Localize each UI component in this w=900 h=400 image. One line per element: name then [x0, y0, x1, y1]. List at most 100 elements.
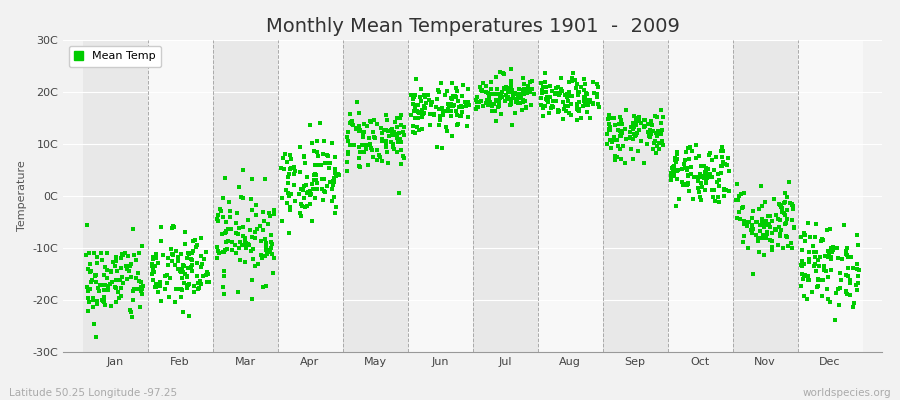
Point	[145, 263, 159, 270]
Point	[564, 101, 579, 107]
Point	[245, 296, 259, 302]
Point	[116, 252, 130, 259]
Point	[840, 244, 854, 251]
Point	[121, 276, 135, 282]
Point	[561, 98, 575, 104]
Point	[634, 120, 649, 126]
Point	[472, 99, 487, 106]
Point	[650, 133, 664, 139]
Point	[407, 108, 421, 114]
Point	[820, 227, 834, 233]
Point	[430, 144, 445, 150]
Point	[785, 217, 799, 224]
Point	[607, 134, 621, 140]
Point	[405, 95, 419, 102]
Point	[469, 106, 483, 112]
Point	[666, 173, 680, 179]
Point	[258, 246, 273, 253]
Point	[524, 102, 538, 108]
Point	[174, 269, 188, 275]
Point	[213, 206, 228, 212]
Point	[353, 149, 367, 155]
Point	[308, 170, 322, 177]
Point	[218, 175, 232, 181]
Point	[324, 186, 338, 192]
Point	[510, 96, 525, 102]
Point	[293, 201, 308, 207]
Point	[503, 88, 517, 95]
Point	[129, 257, 143, 263]
Point	[762, 237, 777, 243]
Point	[94, 249, 108, 256]
Point	[304, 191, 319, 197]
Point	[293, 169, 308, 176]
Point	[500, 94, 515, 100]
Point	[381, 128, 395, 134]
Point	[130, 275, 144, 281]
Point	[780, 207, 795, 214]
Point	[327, 178, 341, 185]
Point	[648, 112, 662, 119]
Point	[652, 128, 666, 134]
Point	[832, 302, 846, 308]
Point	[281, 190, 295, 196]
Point	[97, 299, 112, 305]
Point	[100, 249, 114, 256]
Point	[807, 253, 822, 260]
Point	[809, 268, 824, 274]
Point	[521, 83, 535, 90]
Point	[181, 282, 195, 289]
Point	[619, 107, 634, 114]
Point	[450, 112, 464, 118]
Point	[86, 250, 101, 257]
Point	[695, 183, 709, 190]
Point	[699, 175, 714, 181]
Point	[216, 249, 230, 255]
Point	[194, 253, 209, 259]
Y-axis label: Temperature: Temperature	[17, 161, 27, 231]
Point	[614, 133, 628, 139]
Point	[709, 154, 724, 160]
Point	[224, 247, 238, 254]
Point	[765, 217, 779, 224]
Point	[315, 175, 329, 182]
Point	[610, 143, 625, 149]
Point	[122, 263, 137, 270]
Point	[602, 121, 616, 127]
Point	[90, 301, 104, 307]
Point	[95, 298, 110, 305]
Point	[479, 89, 493, 95]
Point	[310, 180, 325, 186]
Point	[535, 95, 549, 101]
Point	[479, 100, 493, 106]
Point	[236, 223, 250, 230]
Point	[705, 174, 719, 180]
Point	[326, 182, 340, 188]
Point	[555, 99, 570, 105]
Point	[627, 131, 642, 137]
Point	[379, 112, 393, 118]
Point	[669, 158, 683, 165]
Point	[572, 106, 587, 112]
Point	[283, 192, 297, 199]
Point	[678, 157, 692, 164]
Point	[794, 283, 808, 289]
Point	[423, 122, 437, 128]
Point	[332, 172, 347, 178]
Point	[299, 182, 313, 188]
Point	[842, 291, 857, 298]
Point	[320, 160, 335, 166]
Point	[436, 108, 450, 114]
Point	[180, 284, 194, 290]
Point	[256, 227, 271, 233]
Point	[782, 179, 796, 185]
Point	[396, 124, 410, 130]
Point	[191, 280, 205, 286]
Point	[698, 176, 713, 182]
Point	[341, 138, 356, 144]
Point	[211, 248, 225, 254]
Point	[277, 166, 292, 172]
Point	[626, 126, 640, 132]
Point	[217, 230, 231, 236]
Point	[795, 259, 809, 266]
